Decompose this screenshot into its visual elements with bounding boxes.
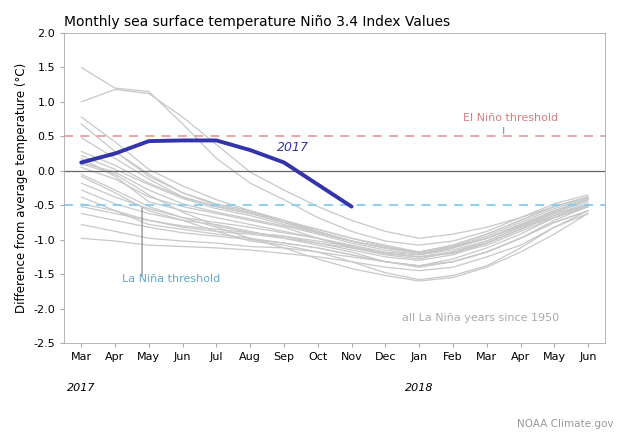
Y-axis label: Difference from average temperature (°C): Difference from average temperature (°C) <box>15 63 28 313</box>
Text: 2017: 2017 <box>277 141 309 154</box>
Text: La Niña threshold: La Niña threshold <box>122 275 220 284</box>
Text: all La Niña years since 1950: all La Niña years since 1950 <box>402 313 559 323</box>
Text: Monthly sea surface temperature Niño 3.4 Index Values: Monthly sea surface temperature Niño 3.4… <box>64 15 451 29</box>
Text: 2018: 2018 <box>405 383 433 393</box>
Text: El Niño threshold: El Niño threshold <box>463 113 558 123</box>
Text: 2017: 2017 <box>67 383 95 393</box>
Text: NOAA Climate.gov: NOAA Climate.gov <box>517 419 614 429</box>
